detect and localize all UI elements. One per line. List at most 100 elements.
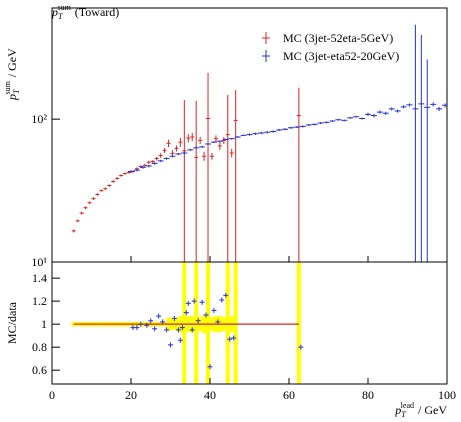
error-bar	[317, 122, 324, 124]
legend-label: MC (3jet-eta52-20GeV)	[283, 49, 399, 63]
error-bar	[169, 155, 176, 158]
error-bar	[119, 174, 124, 177]
ratio-point	[160, 319, 166, 325]
ratio-band-layer	[71, 262, 301, 384]
ratio-point	[183, 310, 189, 316]
error-bar	[128, 170, 134, 173]
error-bar	[206, 72, 210, 262]
error-bar	[293, 126, 300, 129]
ratio-point	[191, 298, 197, 304]
error-bar	[347, 117, 354, 119]
error-bar	[246, 133, 253, 136]
error-bar	[406, 103, 413, 107]
ratio-point	[231, 335, 237, 341]
ratio-point	[144, 322, 150, 328]
error-bar	[198, 137, 203, 144]
error-bar	[213, 135, 218, 143]
error-bar	[151, 162, 158, 165]
error-bar	[276, 128, 283, 132]
error-bar	[335, 118, 342, 121]
ratio-axis-label: MC/data	[5, 301, 19, 344]
error-bar	[305, 123, 312, 127]
error-bar	[234, 136, 241, 138]
error-bar	[258, 131, 265, 135]
y-tick-label: 10²	[31, 112, 47, 126]
x-tick-label: 60	[283, 388, 295, 402]
x-tick-label: 0	[49, 388, 55, 402]
error-bar	[133, 168, 140, 172]
error-bar	[365, 112, 371, 117]
y-tick-label: 0.6	[32, 363, 47, 377]
error-bar	[146, 160, 151, 164]
error-bar	[75, 219, 80, 223]
ratio-point	[185, 300, 191, 306]
error-bar	[199, 145, 206, 148]
error-bar	[418, 35, 425, 262]
error-bar	[228, 137, 235, 140]
error-bar	[145, 164, 152, 168]
ratio-point	[152, 326, 158, 332]
error-bar	[400, 105, 407, 109]
ratio-point	[175, 327, 181, 333]
error-bar	[166, 139, 171, 148]
ratio-band	[296, 262, 301, 384]
error-bar	[222, 138, 229, 141]
ratio-point	[156, 313, 162, 319]
error-bar	[123, 172, 128, 175]
error-bar	[288, 126, 294, 129]
ratio-point	[168, 342, 173, 348]
ratio-band	[225, 262, 230, 384]
y-tick-label: 0.8	[32, 340, 47, 354]
error-bar	[71, 229, 76, 233]
ratio-point	[211, 307, 217, 313]
ratio-point	[177, 337, 183, 343]
error-bar	[175, 152, 182, 156]
ratio-point	[189, 327, 195, 333]
error-bar	[163, 157, 170, 160]
error-bar	[186, 134, 191, 143]
top-plot-layer	[71, 24, 447, 262]
error-bar	[341, 119, 348, 122]
error-bar	[178, 137, 183, 147]
error-bar	[282, 128, 289, 131]
ratio-point	[207, 364, 213, 370]
x-tick-label: 40	[204, 388, 216, 402]
error-bar	[79, 211, 84, 215]
ratio-band	[194, 262, 199, 384]
y-tick-label: 10¹	[31, 255, 47, 269]
error-bar	[187, 148, 194, 151]
error-bar	[162, 147, 167, 153]
error-bar	[264, 131, 271, 134]
error-bar	[412, 24, 419, 262]
error-bar	[299, 125, 306, 128]
error-bar	[323, 121, 330, 124]
error-bar	[194, 100, 199, 262]
ratio-plot-layer	[73, 292, 304, 370]
error-bar	[139, 165, 146, 169]
error-bar	[182, 100, 187, 262]
error-bar	[95, 193, 100, 196]
error-bar	[353, 115, 360, 118]
error-bar	[210, 152, 214, 160]
ratio-point	[298, 344, 304, 350]
error-bar	[376, 110, 383, 114]
error-bar	[217, 142, 222, 150]
error-bar	[229, 148, 234, 158]
ratio-point	[223, 292, 229, 298]
ratio-point	[195, 318, 201, 324]
error-bar	[225, 94, 230, 262]
error-bar	[424, 59, 431, 262]
ratio-point	[134, 325, 140, 331]
error-bar	[157, 159, 164, 163]
x-tick-label: 100	[438, 388, 456, 402]
error-bar	[142, 164, 147, 167]
error-bar	[91, 197, 96, 200]
error-bar	[233, 89, 238, 262]
error-bar	[111, 180, 116, 183]
y-tick-label: 1.2	[32, 294, 47, 308]
x-axis-label: pTlead / GeV	[394, 401, 447, 419]
ratio-point	[227, 336, 233, 342]
error-bar	[388, 107, 395, 111]
error-bar	[359, 117, 366, 120]
